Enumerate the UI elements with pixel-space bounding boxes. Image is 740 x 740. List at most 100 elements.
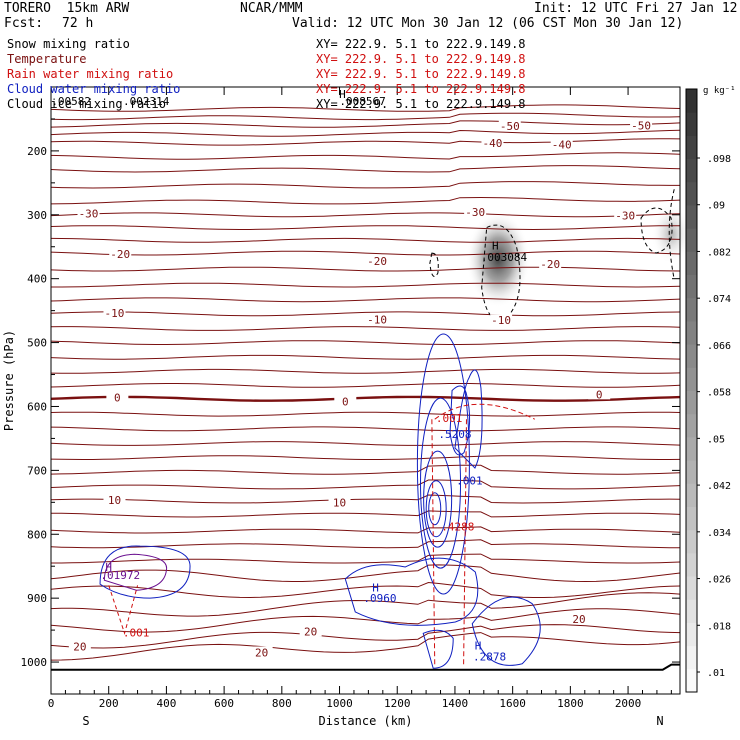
isotherm-line xyxy=(50,592,681,617)
field-annotation: H xyxy=(105,561,112,574)
plot-frame xyxy=(50,86,681,695)
cloud-water-contour xyxy=(422,629,454,669)
isotherm-line xyxy=(50,411,681,417)
isotherm-line xyxy=(50,455,681,460)
rain-water-contour xyxy=(434,403,535,420)
isotherm-label: -40 xyxy=(483,137,503,150)
x-tick-label: 200 xyxy=(99,697,119,710)
isotherm-label: -10 xyxy=(367,314,387,327)
field-annotation: .5208 xyxy=(438,428,471,441)
field-annotation: H xyxy=(372,581,379,594)
isotherm-label-bg xyxy=(106,391,129,403)
init-time: Init: 12 UTC Fri 27 Jan 12 xyxy=(534,1,738,16)
field-annotation: .0960 xyxy=(363,592,396,605)
x-tick-label: 1800 xyxy=(557,697,584,710)
field-annotation: H xyxy=(475,639,482,652)
colorbar-band xyxy=(686,228,697,252)
south-end-label: S xyxy=(82,714,89,728)
valid-time: Valid: 12 UTC Mon 30 Jan 12 (06 CST Mon … xyxy=(292,16,684,31)
rain-water-contour xyxy=(108,585,139,636)
y-tick-label: 1000 xyxy=(21,656,48,669)
colorbar-tick-label: .042 xyxy=(707,481,731,492)
isotherm-label: -10 xyxy=(491,314,511,327)
isotherm-line xyxy=(50,120,681,128)
y-tick-label: 500 xyxy=(27,337,47,350)
colorbar-band xyxy=(686,390,697,415)
isotherm-label-bg xyxy=(334,395,357,407)
colorbar-tick-label: .074 xyxy=(707,294,731,305)
isotherm-label: 20 xyxy=(572,613,585,626)
isotherm-line xyxy=(50,354,681,360)
isotherm-line xyxy=(50,581,681,599)
x-tick-label: 800 xyxy=(272,697,292,710)
isotherm-line xyxy=(51,282,681,288)
colorbar-band xyxy=(686,112,697,136)
x-axis-title: Distance (km) xyxy=(319,714,413,728)
colorbar-band xyxy=(686,274,697,299)
isotherm-line xyxy=(50,181,680,189)
y-tick-label: 400 xyxy=(27,273,47,286)
isotherm-label-bg xyxy=(490,314,513,326)
field-annotation: .001 xyxy=(436,412,463,425)
isotherm-line xyxy=(50,340,681,345)
cloud-water-contour xyxy=(416,333,470,595)
x-tick-label: 1400 xyxy=(442,697,469,710)
cloud-water-contour xyxy=(420,397,462,569)
legend-cross-section-coords: XY= 222.9. 5.1 to 222.9.149.8 xyxy=(316,37,526,51)
isotherm-label: -50 xyxy=(631,119,651,132)
y-tick-label: 900 xyxy=(27,592,47,605)
colorbar-tick-label: .05 xyxy=(707,434,725,445)
snow-contour xyxy=(429,252,439,277)
snow-shading xyxy=(651,203,692,264)
isotherm-line xyxy=(50,112,681,121)
colorbar-band xyxy=(686,251,697,276)
isotherm-label-bg xyxy=(103,307,126,319)
legend-field-name: Snow mixing ratio xyxy=(7,37,130,51)
legend-cross-section-coords: XY= 222.9. 5.1 to 222.9.149.8 xyxy=(316,67,526,81)
x-tick-label: 1200 xyxy=(384,697,411,710)
isotherm-label-bg xyxy=(539,257,562,269)
cloud-water-contour xyxy=(454,369,483,469)
isotherm-line xyxy=(50,395,681,402)
colorbar-tick-label: .066 xyxy=(707,341,731,352)
model-title: TORERO 15km ARW xyxy=(4,1,130,16)
x-tick-label: 600 xyxy=(214,697,234,710)
isotherm-line xyxy=(50,129,681,137)
isotherm-line xyxy=(50,426,681,432)
isotherm-label-bg xyxy=(299,625,322,637)
field-annotation: .003084 xyxy=(481,251,528,264)
isotherm-line xyxy=(50,138,681,146)
isotherm-label-bg xyxy=(250,646,273,658)
isotherm-line xyxy=(50,297,681,303)
x-tick-label: 1600 xyxy=(499,697,526,710)
isotherm-label-bg xyxy=(77,207,100,219)
colorbar-band xyxy=(686,89,697,113)
isotherm-label: -50 xyxy=(500,120,520,133)
isotherm-label: 10 xyxy=(333,496,346,509)
isotherm-label-bg xyxy=(366,313,389,325)
cloud-water-contour xyxy=(423,450,453,548)
colorbar-band xyxy=(686,529,697,554)
colorbar-band xyxy=(686,135,697,160)
isotherm-label: 0 xyxy=(342,395,349,408)
isotherm-label: 20 xyxy=(73,641,86,654)
isotherm-label: -30 xyxy=(615,209,635,222)
legend-cross-section-coords: XY= 222.9. 5.1 to 222.9.149.8 xyxy=(316,82,526,96)
isotherm-line xyxy=(50,196,681,205)
legend-field-name: Cloud water mixing ratio xyxy=(7,82,180,96)
isotherm-line xyxy=(51,553,681,564)
cloud-water-contour xyxy=(471,596,541,666)
colorbar-band xyxy=(686,668,697,693)
cloud-water-contour xyxy=(425,480,447,538)
y-tick-label: 700 xyxy=(27,464,47,477)
isotherm-line xyxy=(50,104,681,112)
field-annotation: H xyxy=(339,88,346,101)
isotherm-label-bg xyxy=(498,119,521,131)
isotherm-line xyxy=(50,237,681,243)
isotherm-label: 10 xyxy=(108,494,121,507)
isotherm-line xyxy=(50,326,681,331)
cloud-water-contour xyxy=(449,385,471,456)
legend-field-name: Rain water mixing ratio xyxy=(7,67,173,81)
colorbar-band xyxy=(686,344,697,368)
